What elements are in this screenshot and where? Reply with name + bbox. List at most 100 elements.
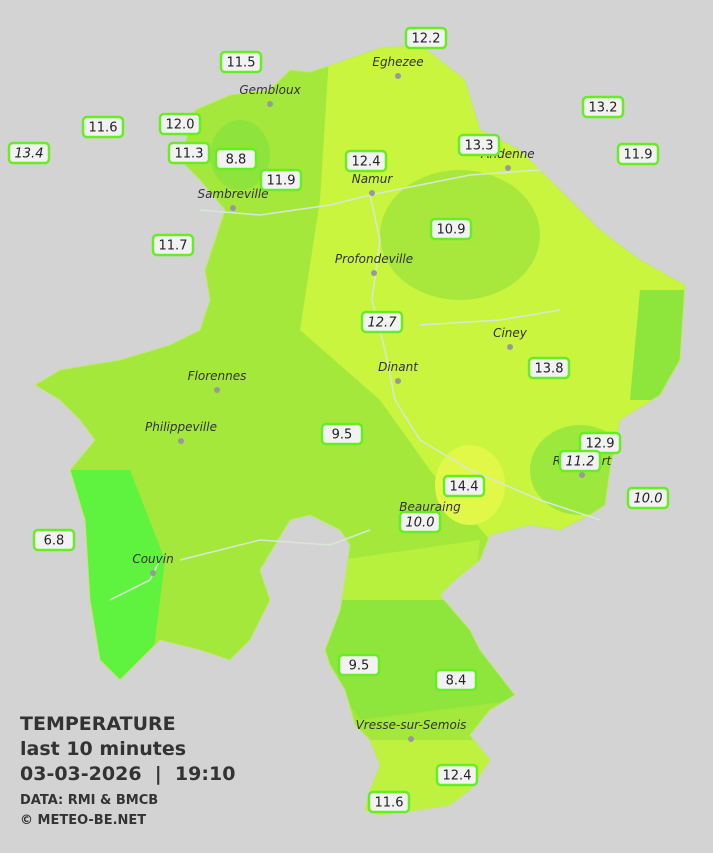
station-box xyxy=(558,449,602,473)
station: 12.0 xyxy=(158,112,202,136)
station: 13.4 xyxy=(7,141,51,165)
station-value: 9.5 xyxy=(349,659,370,674)
city: Namur xyxy=(352,172,394,196)
city: Dinant xyxy=(378,360,419,384)
city-label: Namur xyxy=(352,172,394,186)
station-value: 13.2 xyxy=(589,101,618,116)
station: 10.0 xyxy=(398,510,442,534)
station: 11.9 xyxy=(616,142,660,166)
station-value: 13.4 xyxy=(15,147,44,162)
station-value: 10.0 xyxy=(406,516,435,531)
credit: © METEO-BE.NET xyxy=(20,813,146,828)
city-dot xyxy=(267,101,273,107)
station-box xyxy=(527,356,571,380)
city: Sambreville xyxy=(197,187,269,211)
station: 13.8 xyxy=(527,356,571,380)
station-box xyxy=(367,790,411,814)
city-dot xyxy=(214,387,220,393)
station: 13.3 xyxy=(457,133,501,157)
city-label: Ciney xyxy=(493,326,528,340)
city-dot xyxy=(408,736,414,742)
station: 11.2 xyxy=(558,449,602,473)
station-box xyxy=(81,115,125,139)
station-value: 11.6 xyxy=(375,796,404,811)
city-dot xyxy=(369,190,375,196)
station-value: 12.9 xyxy=(586,437,615,452)
datetime: 03-03-2026 | 19:10 xyxy=(20,763,235,785)
city-label: Couvin xyxy=(132,552,173,566)
station-value: 9.5 xyxy=(332,428,353,443)
station-box xyxy=(398,510,442,534)
station-value: 11.3 xyxy=(175,147,204,162)
station-value: 12.0 xyxy=(166,118,195,133)
station-box xyxy=(320,422,364,446)
station-value: 10.9 xyxy=(437,223,466,238)
city: Profondeville xyxy=(335,252,413,276)
station-box xyxy=(151,233,195,257)
station: 12.2 xyxy=(404,26,448,50)
city: Philippeville xyxy=(145,420,217,444)
station-box xyxy=(158,112,202,136)
station-box xyxy=(581,95,625,119)
station-box xyxy=(434,668,478,692)
station-box xyxy=(442,474,486,498)
station-box xyxy=(404,26,448,50)
station-value: 12.2 xyxy=(412,32,441,47)
station-box xyxy=(337,653,381,677)
station: 6.8 xyxy=(32,528,76,552)
station: 11.6 xyxy=(81,115,125,139)
station: 9.5 xyxy=(337,653,381,677)
city-dot xyxy=(150,570,156,576)
station-value: 8.8 xyxy=(226,153,247,168)
station: 12.4 xyxy=(344,149,388,173)
city: Vresse-sur-Semois xyxy=(356,718,467,742)
station-box xyxy=(616,142,660,166)
station: 11.7 xyxy=(151,233,195,257)
city: Eghezee xyxy=(372,55,424,79)
station-box xyxy=(219,50,263,74)
city-dot xyxy=(579,472,585,478)
station-box xyxy=(429,217,473,241)
station-box xyxy=(344,149,388,173)
city-dot xyxy=(505,165,511,171)
station-value: 11.6 xyxy=(89,121,118,136)
station-value: 12.4 xyxy=(443,769,472,784)
city-label: Vresse-sur-Semois xyxy=(356,718,467,732)
city-label: Florennes xyxy=(188,369,247,383)
station-value: 6.8 xyxy=(44,534,65,549)
city-dot xyxy=(371,270,377,276)
station: 12.4 xyxy=(435,763,479,787)
station: 14.4 xyxy=(442,474,486,498)
city: Ciney xyxy=(493,326,528,350)
city: Gembloux xyxy=(239,83,302,107)
station-value: 11.9 xyxy=(267,174,296,189)
city-label: Eghezee xyxy=(372,55,423,69)
city-label: Dinant xyxy=(378,360,419,374)
city-label: Sambreville xyxy=(197,187,268,201)
station-value: 14.4 xyxy=(450,480,479,495)
title: TEMPERATURE xyxy=(20,713,176,735)
station: 11.3 xyxy=(167,141,211,165)
station-box xyxy=(214,147,258,171)
station-value: 13.3 xyxy=(465,139,494,154)
station: 12.7 xyxy=(360,310,404,334)
station-box xyxy=(457,133,501,157)
station-box xyxy=(7,141,51,165)
city-dot xyxy=(395,378,401,384)
station: 11.6 xyxy=(367,790,411,814)
station: 8.8 xyxy=(214,147,258,171)
station: 8.4 xyxy=(434,668,478,692)
station-value: 11.2 xyxy=(566,455,595,470)
station: 10.0 xyxy=(626,486,670,510)
station: 9.5 xyxy=(320,422,364,446)
city-dot xyxy=(507,344,513,350)
city: Florennes xyxy=(188,369,247,393)
station: 11.9 xyxy=(259,168,303,192)
city-dot xyxy=(230,205,236,211)
station-box xyxy=(360,310,404,334)
station: 10.9 xyxy=(429,217,473,241)
station-value: 10.0 xyxy=(634,492,663,507)
station-box xyxy=(435,763,479,787)
station-box xyxy=(32,528,76,552)
